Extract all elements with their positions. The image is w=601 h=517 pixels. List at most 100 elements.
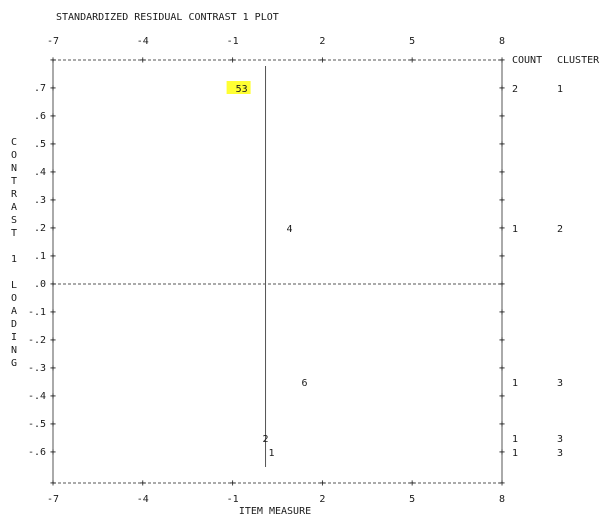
y-axis-label-char: A [11, 306, 17, 317]
y-tick-mark-right: + [499, 195, 505, 206]
y-tick-label: .6 [34, 111, 46, 122]
point-highlight [226, 81, 251, 94]
x-tick-label-top: -1 [227, 36, 239, 47]
y-tick-mark-left: + [50, 83, 56, 94]
y-tick-label: .3 [34, 195, 46, 206]
y-tick-mark-left: + [50, 251, 56, 262]
x-axis-label: ITEM MEASURE [239, 506, 311, 517]
data-point-label: 53 [236, 84, 248, 95]
data-point-label: 2 [263, 434, 269, 445]
y-tick-mark-right: + [499, 111, 505, 122]
y-axis-label-char: O [11, 150, 17, 161]
x-tick-label-top: 2 [319, 36, 325, 47]
y-tick-label: .5 [34, 139, 46, 150]
y-tick-mark-left: + [50, 363, 56, 374]
y-tick-mark-left: + [50, 195, 56, 206]
cluster-value: 3 [557, 448, 563, 459]
y-tick-mark-right: + [499, 223, 505, 234]
y-tick-mark-left: + [50, 139, 56, 150]
x-tick-mark-top: + [50, 55, 56, 66]
count-value: 1 [512, 378, 518, 389]
y-tick-mark-right: + [499, 307, 505, 318]
x-tick-label-bottom: -4 [137, 494, 149, 505]
y-tick-mark-left: + [50, 447, 56, 458]
y-tick-mark-right: + [499, 167, 505, 178]
x-tick-mark-bottom: + [319, 478, 325, 489]
x-tick-mark-bottom: + [499, 478, 505, 489]
y-tick-mark-right: + [499, 251, 505, 262]
x-tick-label-bottom: -7 [47, 494, 59, 505]
x-tick-mark-top: + [319, 55, 325, 66]
cluster-value: 3 [557, 378, 563, 389]
y-tick-label: .0 [34, 279, 46, 290]
y-axis-label-char: T [11, 228, 17, 239]
y-tick-mark-right: + [499, 419, 505, 430]
y-axis-label-char: I [11, 332, 17, 343]
x-tick-label-top: 8 [499, 36, 505, 47]
y-tick-mark-right: + [499, 83, 505, 94]
count-value: 1 [512, 448, 518, 459]
x-tick-label-top: -4 [137, 36, 149, 47]
x-tick-mark-bottom: + [409, 478, 415, 489]
cluster-value: 3 [557, 434, 563, 445]
y-axis-label-char: T [11, 176, 17, 187]
y-axis-label-char: N [11, 163, 17, 174]
y-axis-label-char: A [11, 202, 17, 213]
cluster-value: 1 [557, 84, 563, 95]
count-header: COUNT [512, 55, 542, 66]
count-value: 1 [512, 224, 518, 235]
y-tick-mark-left: + [50, 167, 56, 178]
x-tick-mark-top: + [409, 55, 415, 66]
y-tick-label: -.4 [28, 391, 46, 402]
y-tick-label: -.2 [28, 335, 46, 346]
data-point-label: 1 [269, 448, 275, 459]
cluster-value: 2 [557, 224, 563, 235]
y-tick-label: .1 [34, 251, 46, 262]
y-tick-mark-left: + [50, 391, 56, 402]
x-tick-mark-bottom: + [140, 478, 146, 489]
y-tick-mark-right: + [499, 363, 505, 374]
y-tick-mark-left: + [50, 279, 56, 290]
y-tick-label: -.5 [28, 419, 46, 430]
x-tick-label-bottom: 2 [319, 494, 325, 505]
y-tick-mark-left: + [50, 223, 56, 234]
y-tick-label: -.3 [28, 363, 46, 374]
y-tick-label: -.6 [28, 447, 46, 458]
y-tick-mark-right: + [499, 139, 505, 150]
y-axis-label-char: N [11, 345, 17, 356]
y-axis-label-char: D [11, 319, 17, 330]
y-tick-mark-left: + [50, 307, 56, 318]
y-tick-mark-right: + [499, 279, 505, 290]
y-axis-label-char: G [11, 358, 17, 369]
y-tick-mark-left: + [50, 111, 56, 122]
y-axis-label-char: 1 [11, 254, 17, 265]
x-tick-mark-bottom: + [230, 478, 236, 489]
y-tick-mark-left: + [50, 335, 56, 346]
x-tick-label-top: -7 [47, 36, 59, 47]
x-tick-mark-top: + [140, 55, 146, 66]
data-point-label: 6 [301, 378, 307, 389]
y-tick-mark-right: + [499, 391, 505, 402]
y-axis-label-char: S [11, 215, 17, 226]
x-tick-mark-bottom: + [50, 478, 56, 489]
count-value: 2 [512, 84, 518, 95]
cluster-header: CLUSTER [557, 55, 600, 66]
x-tick-label-bottom: 8 [499, 494, 505, 505]
y-tick-mark-right: + [499, 447, 505, 458]
y-tick-mark-right: + [499, 335, 505, 346]
y-axis-label-char: C [11, 137, 17, 148]
count-value: 1 [512, 434, 518, 445]
x-tick-label-bottom: -1 [227, 494, 239, 505]
chart-title: STANDARDIZED RESIDUAL CONTRAST 1 PLOT [56, 12, 279, 23]
x-tick-label-top: 5 [409, 36, 415, 47]
x-tick-mark-top: + [230, 55, 236, 66]
y-axis-label-char: O [11, 293, 17, 304]
x-tick-mark-top: + [499, 55, 505, 66]
y-tick-label: .4 [34, 167, 46, 178]
y-axis-label-char: L [11, 280, 17, 291]
y-tick-label: .2 [34, 223, 46, 234]
y-axis-label-char: R [11, 189, 18, 200]
y-tick-label: -.1 [28, 307, 46, 318]
y-tick-label: .7 [34, 83, 46, 94]
